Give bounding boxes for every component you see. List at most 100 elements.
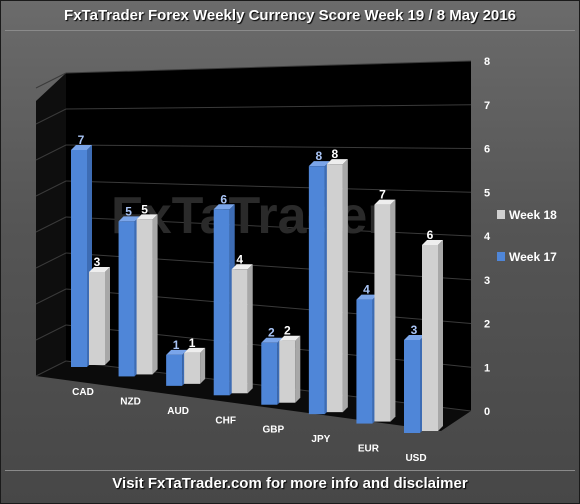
grid-line-left (35, 144, 67, 161)
bar-week17-top (356, 294, 378, 300)
grid-line-left (35, 360, 67, 377)
bar-week18-top (89, 267, 110, 272)
bar-week18-label: 1 (189, 336, 196, 350)
bar-week18-top (279, 335, 301, 341)
bar-week17-label: 5 (125, 204, 132, 218)
bar-week18-top (326, 159, 348, 165)
grid-line-left (35, 216, 67, 233)
bar-week18-label: 8 (332, 147, 339, 161)
bar-week18-side (438, 240, 443, 431)
bar-week18-side (105, 267, 110, 365)
bar-week17-label: 7 (78, 133, 85, 147)
bar-week18-top (184, 347, 206, 353)
y-tick-label: 1 (484, 362, 490, 374)
y-tick-label: 8 (484, 56, 490, 68)
bar-week17-top (118, 216, 140, 222)
bar-week17-label: 1 (173, 338, 180, 352)
bar-week18-side (342, 159, 348, 413)
bar-week17-top (166, 349, 188, 355)
bar-week17-label: 2 (268, 326, 275, 340)
y-tick-label: 7 (484, 100, 490, 112)
legend-label: Week 18 (509, 208, 557, 222)
chart-title: FxTaTrader Forex Weekly Currency Score W… (64, 7, 516, 24)
grid-line-left (35, 108, 67, 125)
bar-week17 (308, 166, 325, 415)
bar-week18-top (231, 264, 253, 270)
legend-swatch (497, 252, 505, 261)
bar-week17-label: 6 (220, 192, 227, 206)
bar-week18-top (422, 240, 443, 245)
y-tick-label: 6 (484, 144, 490, 156)
bar-week18-label: 4 (236, 252, 243, 266)
bar-week18 (422, 245, 438, 431)
bar-week18-top (374, 199, 396, 205)
bar-week18-side (200, 347, 206, 384)
bar-week18 (89, 272, 105, 365)
x-tick-label: GBP (262, 425, 284, 436)
y-axis: 0 1 2 3 4 5 6 7 8 (484, 56, 491, 418)
bars-group: 7 3 5 5 1 1 6 4 2 2 8 8 4 7 3 6 (71, 133, 443, 433)
bar-week17-top (261, 337, 283, 343)
grid-line-left (35, 72, 67, 89)
bar-week17 (213, 209, 230, 396)
bar-week18 (136, 219, 153, 375)
x-axis: CAD NZD AUD CHF GBP JPY EUR USD (72, 387, 426, 464)
bar-week18-label: 5 (141, 202, 148, 216)
legend-label: Week 17 (509, 250, 557, 264)
bar-week18-label: 2 (284, 324, 291, 338)
bar-week18 (279, 340, 296, 403)
bar-week18-side (152, 214, 158, 375)
grid-line-left (35, 252, 67, 269)
grid-line-left (35, 288, 67, 305)
bar-week17 (404, 340, 420, 433)
bar-week17 (71, 150, 87, 367)
bar-week18 (184, 352, 201, 384)
x-tick-label: EUR (358, 444, 380, 455)
y-tick-label: 4 (484, 231, 491, 243)
grid-line-left (35, 180, 67, 197)
bar-week17-label: 8 (316, 149, 323, 163)
bar-week18-label: 3 (94, 255, 101, 269)
x-tick-label: USD (405, 453, 426, 464)
bar-week18 (326, 164, 343, 413)
grid-line (65, 60, 472, 74)
y-tick-label: 2 (484, 319, 490, 331)
y-tick-label: 0 (484, 406, 490, 418)
footer-text: Visit FxTaTrader.com for more info and d… (112, 475, 468, 492)
bar-week18-side (247, 264, 253, 394)
bar-week18-side (295, 335, 301, 403)
bar-week17-top (71, 145, 92, 150)
bar-week17-top (404, 335, 425, 340)
bar-week17 (118, 221, 135, 377)
x-tick-label: JPY (311, 434, 330, 445)
bar-week17-label: 3 (411, 323, 418, 337)
x-tick-label: CHF (215, 415, 236, 426)
bar-week18-top (136, 214, 158, 220)
grid-line (65, 144, 472, 149)
footer-divider (5, 470, 575, 471)
bar-week17-top (308, 161, 330, 167)
bar-week18-side (390, 199, 396, 422)
bar-week18 (374, 204, 391, 422)
bar-week17 (166, 354, 183, 386)
legend: Week 18 Week 17 (497, 208, 557, 264)
bar-week17 (261, 342, 278, 405)
x-tick-label: AUD (167, 406, 189, 417)
legend-swatch (497, 210, 505, 219)
title-divider (5, 30, 575, 31)
grid-line-left (35, 324, 67, 341)
bar-week18-label: 6 (427, 228, 434, 242)
bar-week17 (356, 299, 373, 424)
bar-week18 (231, 269, 248, 394)
bar-week17-top (213, 204, 235, 210)
bar-week18-label: 7 (379, 188, 386, 202)
grid-line (65, 104, 472, 110)
y-tick-label: 3 (484, 275, 490, 287)
x-tick-label: CAD (72, 387, 94, 398)
x-tick-label: NZD (120, 396, 141, 407)
grid-line (65, 180, 472, 193)
bar-week17-label: 4 (363, 283, 370, 297)
y-tick-label: 5 (484, 187, 490, 199)
